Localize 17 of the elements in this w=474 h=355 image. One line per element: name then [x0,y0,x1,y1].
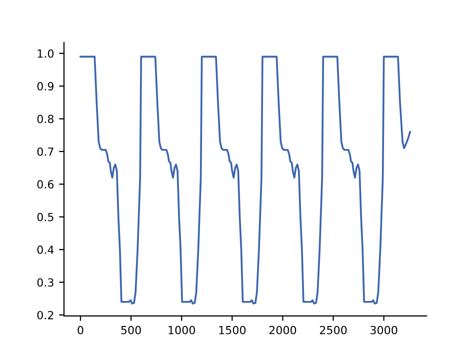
x-tick-label: 2500 [320,326,347,334]
x-tick-label: 1500 [219,326,246,334]
x-tick-label: 0 [78,326,84,334]
x-tick-label: 3000 [370,326,398,334]
y-tick-label: 0.2 [37,310,54,320]
x-tick-label: 1000 [168,326,195,334]
y-tick-label: 0.6 [37,180,54,189]
x-tick-label: 500 [121,326,141,334]
y-tick-label: 1.0 [38,49,54,58]
y-tick-label: 0.3 [37,278,54,287]
y-tick-label: 0.8 [37,114,54,124]
y-tick-label: 0.5 [37,212,54,222]
y-tick-label: 0.4 [37,246,54,254]
x-tick-label: 2000 [269,326,296,334]
line-series [80,56,412,304]
y-tick-label: 0.7 [37,147,54,156]
y-tick-label: 0.9 [37,82,54,90]
